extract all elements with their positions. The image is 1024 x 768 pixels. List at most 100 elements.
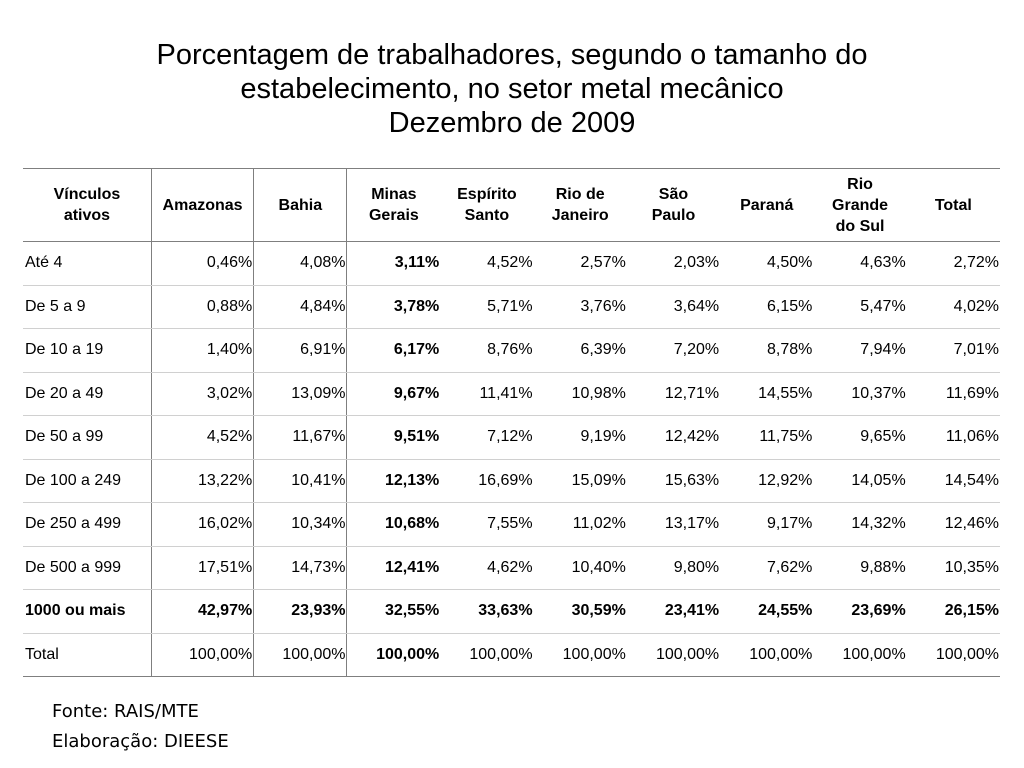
table-cell: 1,40% [150,328,254,373]
table-cell: 11,06% [906,415,1000,460]
header-minas-gerais: Minas Gerais [346,168,441,242]
table-cell: 11,67% [253,415,347,460]
header-line: Rio [847,175,873,193]
title-line-3: Dezembro de 2009 [388,107,636,139]
row-label: 1000 ou mais [23,589,152,634]
header-vinculos-ativos: Vínculos ativos [23,168,152,242]
table-cell: 6,15% [720,285,814,329]
table-cell: 9,80% [626,546,721,590]
table-cell: 14,54% [906,459,1000,503]
table-row: Até 4 0,46% 4,08% 3,11% 4,52% 2,57% 2,03% 4,50%… [23,241,1000,286]
table-cell: 14,73% [253,546,347,590]
header-rio-de-janeiro: Rio de Janeiro [533,168,627,242]
table-cell: 7,62% [720,546,814,590]
table-cell: 42,97% [150,589,254,634]
table-cell: 24,55% [720,589,814,634]
table-cell: 11,41% [440,372,534,416]
table-cell: 16,02% [150,502,254,547]
table-row: De 500 a 999 17,51% 14,73% 12,41% 4,62% 10,40… [23,546,1000,590]
title-line-1: Porcentagem de trabalhadores, segundo o … [156,39,868,71]
table-cell: 100,00% [813,633,907,677]
table-cell: 23,93% [253,589,347,634]
table-cell: 10,35% [906,546,1000,590]
table-row: De 250 a 499 16,02% 10,34% 10,68% 7,55% 11,02… [23,502,1000,547]
table-row: De 20 a 49 3,02% 13,09% 9,67% 11,41% 10,98% 12… [23,372,1000,416]
header-line: Janeiro [551,207,609,224]
row-label: De 50 a 99 [23,415,152,460]
table-cell: 12,42% [626,415,721,460]
header-amazonas: Amazonas [150,168,254,242]
table-row: De 50 a 99 4,52% 11,67% 9,51% 7,12% 9,19% 12,4… [23,415,1000,460]
table-cell: 2,57% [533,241,627,286]
table-cell: 13,22% [150,459,254,503]
table-cell: 4,62% [440,546,534,590]
table-cell: 12,41% [346,546,441,590]
header-parana: Paraná [720,168,814,242]
table-header-row: Vínculos ativos Amazonas Bahia Minas Ger… [23,168,1000,242]
table-cell: 14,05% [813,459,907,503]
table-cell: 100,00% [346,633,441,677]
header-line: Bahia [278,196,323,214]
table-cell: 9,17% [720,502,814,547]
header-bahia: Bahia [253,168,347,242]
table-cell: 4,50% [720,241,814,286]
table-cell: 13,09% [253,372,347,416]
table-cell: 3,11% [346,241,441,286]
header-sao-paulo: São Paulo [626,168,721,242]
header-line: Paraná [740,196,794,214]
table-cell: 100,00% [906,633,1000,677]
table-cell: 4,52% [150,415,254,460]
table-cell: 14,55% [720,372,814,416]
table-cell: 100,00% [720,633,814,677]
table-cell: 10,98% [533,372,627,416]
table-cell: 4,52% [440,241,534,286]
table-cell: 2,72% [906,241,1000,286]
footer-notes: Fonte: RAIS/MTE Elaboração: DIEESE [52,697,229,757]
table-cell: 7,12% [440,415,534,460]
table-cell: 4,63% [813,241,907,286]
table-cell: 9,51% [346,415,441,460]
table-cell: 3,02% [150,372,254,416]
table-cell: 8,76% [440,328,534,373]
title-line-2: estabelecimento, no setor metal mecânico [240,73,784,105]
table-cell: 33,63% [440,589,534,634]
table-cell: 8,78% [720,328,814,373]
header-line: Santo [464,207,510,224]
row-label: De 10 a 19 [23,328,152,373]
table-cell: 10,68% [346,502,441,547]
table-cell: 26,15% [906,589,1000,634]
table-cell: 10,34% [253,502,347,547]
elaboration-note: Elaboração: DIEESE [52,731,229,752]
table-cell: 4,02% [906,285,1000,329]
header-line: Gerais [368,207,419,224]
table-cell: 3,76% [533,285,627,329]
table-cell: 23,41% [626,589,721,634]
header-line: São [658,186,689,203]
row-label: De 100 a 249 [23,459,152,503]
table-cell: 10,37% [813,372,907,416]
table-row: De 5 a 9 0,88% 4,84% 3,78% 5,71% 3,76% 3,64% 6,… [23,285,1000,329]
table-cell: 11,69% [906,372,1000,416]
table-cell: 5,47% [813,285,907,329]
table-cell: 9,67% [346,372,441,416]
table-cell: 4,08% [253,241,347,286]
table-cell: 0,88% [150,285,254,329]
header-line: Amazonas [162,196,243,214]
table-cell: 9,19% [533,415,627,460]
table-cell: 32,55% [346,589,441,634]
table-cell: 23,69% [813,589,907,634]
source-note: Fonte: RAIS/MTE [52,701,199,722]
table-cell: 14,32% [813,502,907,547]
slide-title: Porcentagem de trabalhadores, segundo o … [0,38,1024,140]
header-line: Grande [832,196,889,214]
workers-percentage-table: Vínculos ativos Amazonas Bahia Minas Ger… [23,168,1000,677]
table-cell: 3,64% [626,285,721,329]
table-cell: 100,00% [253,633,347,677]
row-label: Até 4 [23,241,152,286]
table-cell: 15,63% [626,459,721,503]
table-cell: 7,20% [626,328,721,373]
table-cell: 7,94% [813,328,907,373]
table-cell: 11,02% [533,502,627,547]
table-cell: 17,51% [150,546,254,590]
header-rio-grande-do-sul: Rio Grande do Sul [813,168,907,242]
